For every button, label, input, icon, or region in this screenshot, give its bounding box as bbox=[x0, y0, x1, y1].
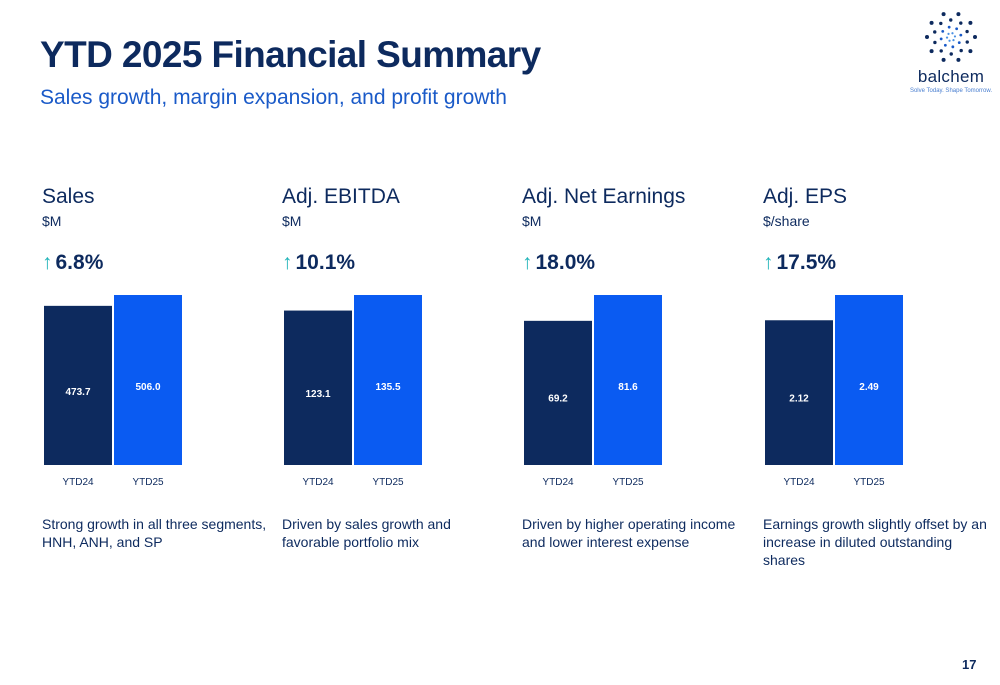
metric-commentary: Driven by higher operating income and lo… bbox=[522, 516, 736, 550]
bar-value-label: 135.5 bbox=[375, 382, 400, 393]
logo-dot bbox=[949, 18, 953, 22]
bar-ytd24 bbox=[284, 310, 352, 465]
x-tick-label: YTD24 bbox=[542, 477, 574, 488]
logo-dot bbox=[941, 57, 946, 62]
logo-dot bbox=[965, 29, 969, 34]
x-tick-label: YTD25 bbox=[612, 477, 644, 488]
logo-dot bbox=[956, 57, 961, 62]
up-arrow-icon: ↑ bbox=[282, 251, 293, 274]
up-arrow-icon: ↑ bbox=[42, 251, 53, 274]
logo-dot bbox=[943, 43, 947, 47]
bar-value-label: 2.49 bbox=[859, 382, 879, 393]
logo-dot bbox=[929, 20, 934, 25]
bar-ytd25 bbox=[594, 295, 662, 465]
logo-dot bbox=[951, 32, 954, 35]
logo-dot bbox=[956, 12, 961, 17]
logo-dot bbox=[953, 35, 957, 38]
logo-dot bbox=[959, 48, 963, 53]
logo-dot bbox=[933, 40, 937, 45]
logo-dot bbox=[933, 30, 937, 34]
company-logo: balchem Solve Today. Shape Tomorrow. bbox=[905, 10, 997, 100]
logo-dot bbox=[925, 35, 929, 39]
x-tick-label: YTD24 bbox=[62, 477, 94, 488]
growth-value: ↑ 18.0% bbox=[522, 251, 595, 275]
logo-dot bbox=[957, 41, 961, 45]
bar-value-label: 123.1 bbox=[305, 389, 330, 400]
growth-value: ↑ 6.8% bbox=[42, 251, 103, 275]
growth-value: ↑ 10.1% bbox=[282, 251, 355, 275]
up-arrow-icon: ↑ bbox=[522, 251, 533, 274]
logo-dot bbox=[939, 49, 943, 53]
logo-dot bbox=[941, 29, 945, 33]
logo-dot bbox=[929, 49, 934, 54]
growth-percent: 6.8% bbox=[55, 251, 104, 274]
logo-dot bbox=[959, 21, 963, 25]
adj-eps-bar-chart: 2.12 YTD24 2.49 YTD25 bbox=[765, 295, 903, 488]
logo-dots-icon bbox=[925, 12, 977, 62]
logo-dot bbox=[947, 25, 951, 29]
metric-unit: $M bbox=[42, 213, 62, 229]
page-number: 17 bbox=[962, 657, 977, 672]
bar-ytd24 bbox=[44, 305, 112, 465]
metric-commentary: Driven by sales growth and favorable por… bbox=[282, 516, 451, 550]
bar-ytd25 bbox=[354, 295, 422, 465]
logo-tagline: Solve Today. Shape Tomorrow. bbox=[909, 88, 993, 94]
x-tick-label: YTD25 bbox=[132, 477, 164, 488]
logo-dot bbox=[941, 12, 946, 17]
x-tick-label: YTD24 bbox=[783, 477, 815, 488]
metric-commentary: Earnings growth slightly offset by an in… bbox=[763, 516, 987, 568]
growth-percent: 18.0% bbox=[535, 251, 596, 274]
x-tick-label: YTD25 bbox=[853, 477, 885, 488]
panel-adj-net-earnings: Adj. Net Earnings $M ↑ 18.0% 69.2 YTD24 81.… bbox=[522, 185, 752, 585]
logo-dot bbox=[965, 40, 969, 44]
metric-unit: $/share bbox=[763, 213, 810, 229]
adj-net-earnings-bar-chart: 69.2 YTD24 81.6 YTD25 bbox=[524, 295, 662, 488]
metric-unit: $M bbox=[282, 213, 302, 229]
sales-bar-chart: 473.7 YTD24 506.0 YTD25 bbox=[44, 295, 182, 488]
growth-percent: 10.1% bbox=[295, 251, 356, 274]
logo-dot bbox=[949, 52, 953, 56]
logo-dot bbox=[945, 36, 949, 39]
bar-ytd24 bbox=[524, 320, 592, 465]
metric-name: Adj. EPS bbox=[763, 185, 848, 208]
x-tick-label: YTD25 bbox=[372, 477, 404, 488]
page-subtitle: Sales growth, margin expansion, and prof… bbox=[40, 86, 507, 109]
up-arrow-icon: ↑ bbox=[763, 251, 774, 274]
logo-wordmark: balchem bbox=[917, 67, 985, 86]
bar-value-label: 2.12 bbox=[789, 393, 809, 404]
growth-percent: 17.5% bbox=[776, 251, 837, 274]
bar-ytd25 bbox=[835, 295, 903, 465]
x-tick-label: YTD24 bbox=[302, 477, 334, 488]
page-title: YTD 2025 Financial Summary bbox=[40, 34, 541, 75]
metric-unit: $M bbox=[522, 213, 542, 229]
logo-dot bbox=[939, 21, 943, 26]
adj-ebitda-bar-chart: 123.1 YTD24 135.5 YTD25 bbox=[284, 295, 422, 488]
metric-name: Adj. EBITDA bbox=[282, 185, 400, 208]
logo-dot bbox=[951, 45, 955, 49]
metric-commentary: Strong growth in all three segments, HNH… bbox=[42, 516, 267, 550]
logo-dot bbox=[959, 33, 963, 37]
logo-dot bbox=[948, 39, 951, 42]
growth-value: ↑ 17.5% bbox=[763, 251, 836, 275]
logo-dot bbox=[939, 37, 943, 41]
metric-name: Sales bbox=[42, 185, 95, 208]
bar-value-label: 473.7 bbox=[65, 387, 90, 398]
logo-dot bbox=[952, 39, 955, 42]
logo-dot bbox=[955, 27, 959, 31]
logo-dot bbox=[968, 20, 973, 25]
bar-value-label: 506.0 bbox=[135, 382, 160, 393]
bar-value-label: 81.6 bbox=[618, 382, 638, 393]
panel-sales: Sales $M ↑ 6.8% 473.7 YTD24 506.0 YTD25 Stro… bbox=[42, 185, 272, 585]
bar-value-label: 69.2 bbox=[548, 394, 568, 405]
panel-adj-ebitda: Adj. EBITDA $M ↑ 10.1% 123.1 YTD24 135.5 YTD… bbox=[282, 185, 512, 585]
bar-ytd25 bbox=[114, 295, 182, 465]
panel-adj-eps: Adj. EPS $/share ↑ 17.5% 2.12 YTD24 2.49 YTD… bbox=[763, 185, 993, 585]
logo-dot bbox=[968, 49, 973, 54]
logo-dot bbox=[973, 35, 977, 39]
bar-ytd24 bbox=[765, 320, 833, 465]
metric-name: Adj. Net Earnings bbox=[522, 185, 686, 208]
logo-dot bbox=[947, 32, 950, 35]
